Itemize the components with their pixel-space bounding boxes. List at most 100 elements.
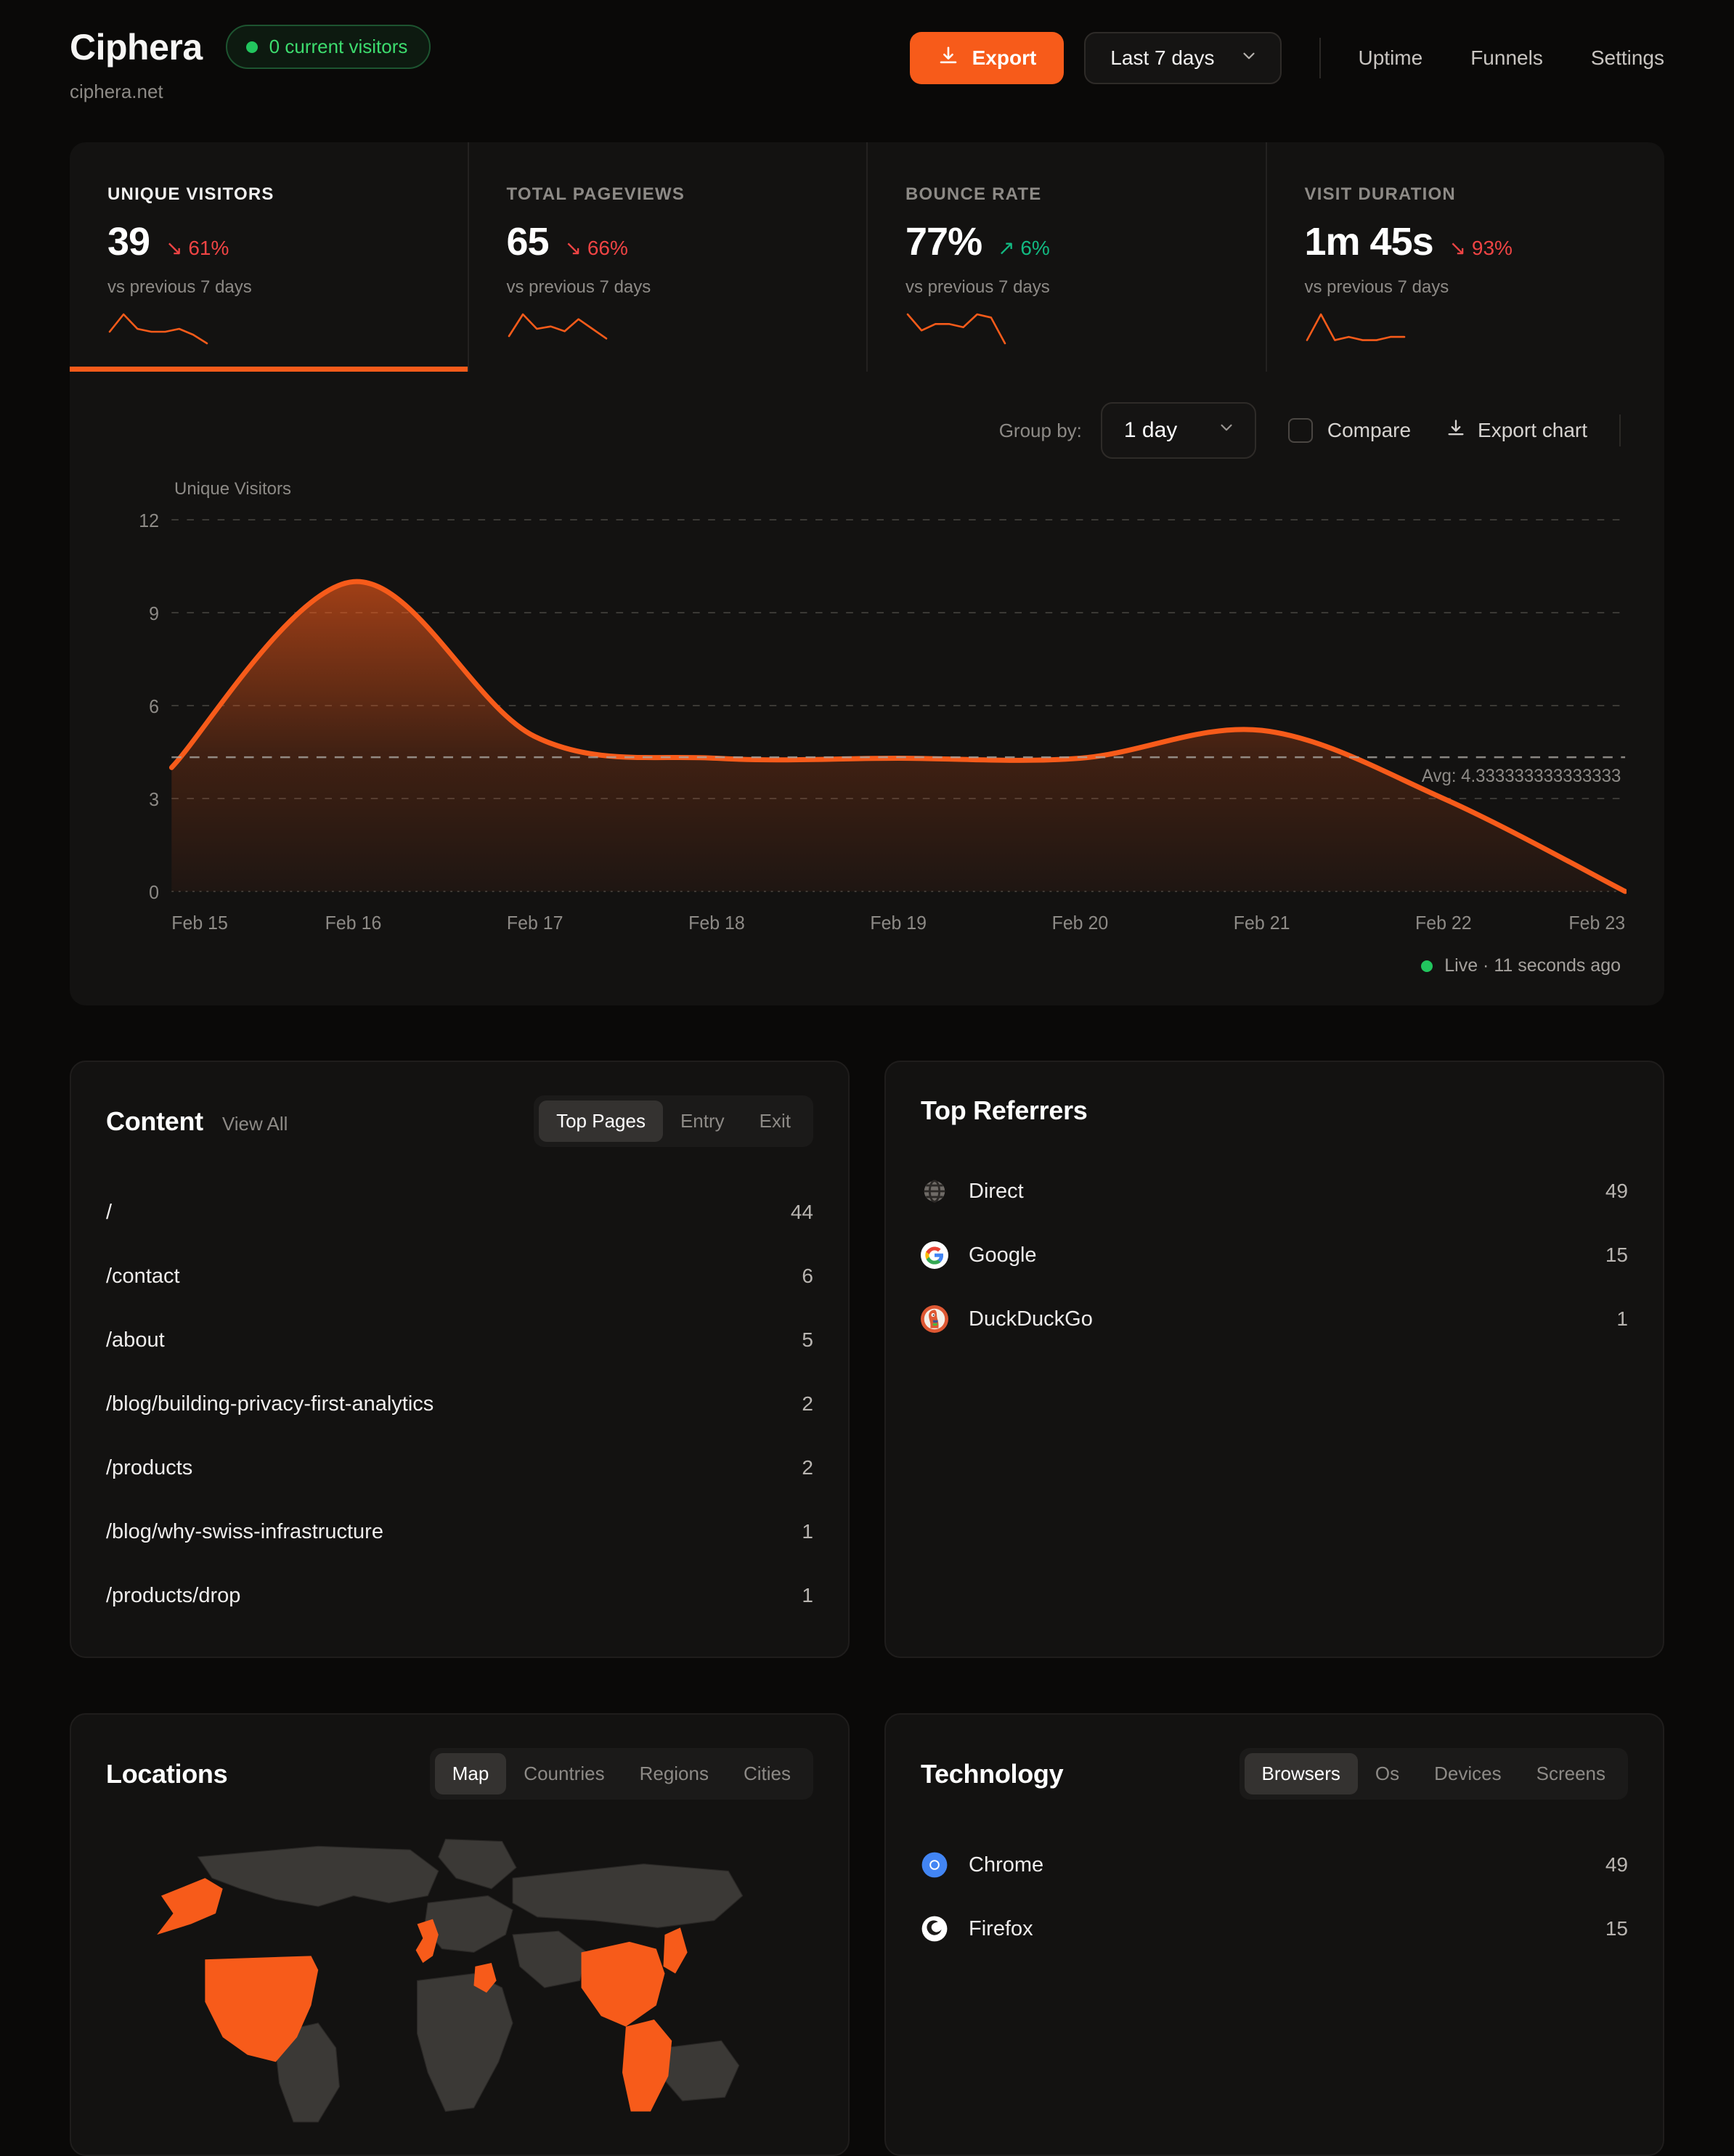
export-chart-button[interactable]: Export chart xyxy=(1446,418,1587,444)
app-header: Ciphera 0 current visitors ciphera.net E… xyxy=(0,0,1734,142)
country-europe xyxy=(473,1963,497,1993)
svg-text:Feb 23: Feb 23 xyxy=(1568,913,1625,934)
list-item[interactable]: /blog/building-privacy-first-analytics 2 xyxy=(106,1372,813,1436)
referrer-name: DuckDuckGo xyxy=(969,1307,1093,1331)
card-title: Technology xyxy=(921,1758,1064,1789)
referrer-count: 15 xyxy=(1605,1244,1628,1266)
nav-uptime[interactable]: Uptime xyxy=(1358,46,1423,69)
tab-countries[interactable]: Countries xyxy=(524,1763,605,1784)
tab-entry[interactable]: Entry xyxy=(680,1110,725,1132)
kpi-card-bounce-rate[interactable]: BOUNCE RATE 77% ↗ 6% vs previous 7 days xyxy=(868,142,1267,372)
live-dot-icon xyxy=(245,41,258,53)
page-path: /blog/why-swiss-infrastructure xyxy=(106,1519,383,1543)
content-tabs: Top Pages Entry Exit xyxy=(534,1095,813,1147)
list-item[interactable]: Direct 49 xyxy=(921,1159,1628,1223)
kpi-comparison-label: vs previous 7 days xyxy=(107,277,252,297)
date-range-selector[interactable]: Last 7 days xyxy=(1084,32,1282,84)
export-button-label: Export xyxy=(972,46,1037,69)
kpi-card-total-pageviews[interactable]: TOTAL PAGEVIEWS 65 ↘ 66% vs previous 7 d… xyxy=(469,142,868,372)
list-item[interactable]: Chrome 49 xyxy=(921,1833,1628,1897)
content-list: / 44 /contact 6 /about 5 /blog/building-… xyxy=(106,1180,813,1628)
svg-text:3: 3 xyxy=(149,790,159,811)
group-by-select[interactable]: 1 day xyxy=(1100,402,1256,459)
tab-top-pages[interactable]: Top Pages xyxy=(539,1101,663,1142)
list-item[interactable]: Firefox 15 xyxy=(921,1897,1628,1961)
world-map-svg[interactable] xyxy=(106,1829,813,2126)
chevron-down-icon xyxy=(1217,418,1236,443)
browser-name: Chrome xyxy=(969,1853,1044,1877)
tab-os[interactable]: Os xyxy=(1375,1763,1400,1784)
locations-tabs: Map Countries Regions Cities xyxy=(429,1748,813,1800)
tab-browsers[interactable]: Browsers xyxy=(1244,1753,1358,1794)
chart-canvas[interactable]: 0 3 6 9 12 Avg: 4.333333333333333 Feb 15 Feb 16… xyxy=(107,507,1627,950)
kpi-delta: ↘ 61% xyxy=(166,236,229,260)
date-range-value: Last 7 days xyxy=(1110,46,1215,69)
kpi-card-unique-visitors[interactable]: UNIQUE VISITORS 39 ↘ 61% vs previous 7 d… xyxy=(70,142,469,372)
svg-text:Feb 21: Feb 21 xyxy=(1234,913,1290,934)
kpi-delta: ↘ 66% xyxy=(565,236,628,260)
list-item[interactable]: /contact 6 xyxy=(106,1244,813,1308)
list-item[interactable]: Google 15 xyxy=(921,1223,1628,1287)
tab-exit[interactable]: Exit xyxy=(759,1110,791,1132)
country-alaska xyxy=(157,1878,223,1935)
globe-icon xyxy=(921,1177,948,1205)
tab-cities[interactable]: Cities xyxy=(743,1763,791,1784)
current-visitors-badge[interactable]: 0 current visitors xyxy=(225,25,431,69)
nav-settings[interactable]: Settings xyxy=(1590,46,1664,69)
list-item[interactable]: /products/drop 1 xyxy=(106,1564,813,1628)
svg-text:0: 0 xyxy=(149,883,159,904)
list-item[interactable]: DuckDuckGo 1 xyxy=(921,1287,1628,1351)
compare-checkbox[interactable] xyxy=(1287,418,1313,443)
page-path: /blog/building-privacy-first-analytics xyxy=(106,1392,434,1416)
kpi-delta: ↗ 6% xyxy=(998,236,1050,260)
page-path: /products xyxy=(106,1455,193,1479)
country-sea xyxy=(622,2019,672,2112)
page-count: 1 xyxy=(802,1584,813,1606)
kpi-label: VISIT DURATION xyxy=(1304,184,1456,204)
live-dot-icon xyxy=(1421,960,1433,972)
chart-controls: Group by: 1 day Compare Export chart xyxy=(70,372,1664,459)
list-item[interactable]: /about 5 xyxy=(106,1308,813,1372)
technology-list: Chrome 49 Firefox 15 xyxy=(921,1833,1628,1961)
trend-down-icon: ↘ xyxy=(166,237,183,259)
tab-devices[interactable]: Devices xyxy=(1434,1763,1502,1784)
technology-card: Technology Browsers Os Devices Screens xyxy=(884,1713,1664,2156)
page-count: 44 xyxy=(790,1201,813,1223)
list-item[interactable]: / 44 xyxy=(106,1180,813,1244)
current-visitors-label: 0 current visitors xyxy=(269,36,408,57)
page-count: 2 xyxy=(802,1456,813,1479)
view-all-link[interactable]: View All xyxy=(221,1112,288,1135)
firefox-icon xyxy=(921,1915,948,1943)
svg-text:9: 9 xyxy=(149,604,159,625)
page-count: 6 xyxy=(802,1265,813,1287)
kpi-comparison-label: vs previous 7 days xyxy=(905,277,1050,297)
nav-funnels[interactable]: Funnels xyxy=(1470,46,1543,69)
visitors-chart: Unique Visitors 0 3 6 9 12 Avg: 4.33333333333… xyxy=(70,459,1664,950)
svg-text:Feb 20: Feb 20 xyxy=(1052,913,1109,934)
svg-text:12: 12 xyxy=(139,511,159,532)
kpi-card-visit-duration[interactable]: VISIT DURATION 1m 45s ↘ 93% vs previous … xyxy=(1267,142,1665,372)
page-count: 2 xyxy=(802,1392,813,1415)
chart-axis-title: Unique Visitors xyxy=(174,479,291,499)
tab-map[interactable]: Map xyxy=(434,1753,507,1794)
compare-toggle[interactable]: Compare xyxy=(1287,418,1411,443)
kpi-delta: ↘ 93% xyxy=(1449,236,1513,260)
group-by-value: 1 day xyxy=(1123,418,1178,442)
page-path: /contact xyxy=(106,1264,180,1288)
browser-count: 15 xyxy=(1605,1917,1628,1940)
tab-screens[interactable]: Screens xyxy=(1536,1763,1605,1784)
controls-divider xyxy=(1619,415,1621,446)
list-item[interactable]: /products 2 xyxy=(106,1436,813,1500)
live-status-label: Live · 11 seconds ago xyxy=(1444,955,1621,976)
world-map[interactable] xyxy=(106,1829,813,2126)
google-icon xyxy=(921,1241,948,1269)
card-title: Top Referrers xyxy=(921,1095,1088,1125)
referrer-name: Google xyxy=(969,1243,1037,1267)
kpi-comparison-label: vs previous 7 days xyxy=(1304,277,1449,297)
list-item[interactable]: /blog/why-swiss-infrastructure 1 xyxy=(106,1500,813,1564)
export-button[interactable]: Export xyxy=(909,32,1065,84)
country-japan xyxy=(663,1927,688,1974)
header-actions: Export Last 7 days Uptime Funnels Settin… xyxy=(909,32,1664,84)
tab-regions[interactable]: Regions xyxy=(639,1763,709,1784)
